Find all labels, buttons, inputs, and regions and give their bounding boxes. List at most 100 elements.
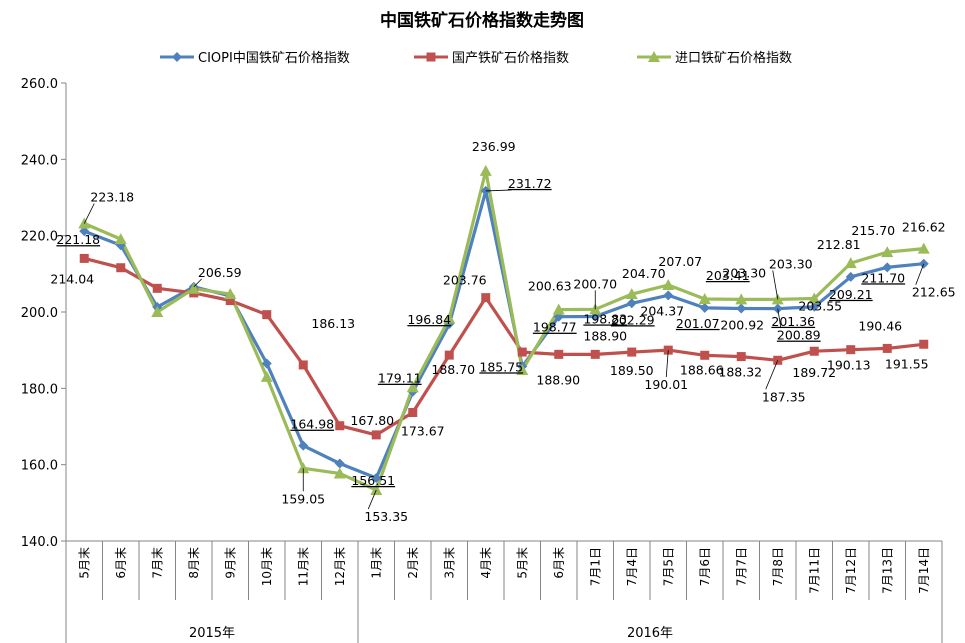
data-label: 159.05: [281, 491, 325, 506]
data-point: [152, 283, 162, 293]
x-tick-label: 7月14日: [917, 547, 931, 594]
x-tick-label: 7月5日: [661, 547, 675, 586]
x-tick-label: 1月末: [369, 547, 383, 579]
data-label: 204.37: [640, 303, 684, 318]
data-point: [552, 303, 565, 315]
data-label: 179.11: [378, 371, 422, 386]
x-tick-label: 10月末: [260, 547, 274, 586]
data-label: 164.98: [290, 417, 334, 432]
data-label: 201.07: [676, 316, 720, 331]
data-label: 196.84: [407, 312, 451, 327]
data-label: 206.59: [198, 265, 242, 280]
x-tick-label: 7月7日: [734, 547, 748, 586]
x-tick-label: 7月8日: [771, 547, 785, 586]
leader-line: [777, 308, 782, 328]
leader-line: [665, 350, 669, 378]
x-tick-label: 2月末: [406, 547, 420, 579]
data-label: 216.62: [902, 220, 946, 235]
data-point: [590, 349, 600, 359]
x-tick-label: 8月末: [187, 547, 201, 579]
legend-marker: [172, 52, 182, 62]
data-point: [151, 306, 164, 317]
data-label: 189.50: [610, 363, 654, 378]
data-label: 187.35: [762, 389, 806, 404]
data-point: [699, 302, 710, 313]
y-tick-label: 220.0: [21, 230, 58, 245]
data-point: [262, 310, 272, 320]
data-point: [370, 484, 383, 496]
series-layer: [78, 164, 930, 496]
y-tick-label: 240.0: [21, 153, 58, 168]
data-point: [736, 352, 746, 362]
x-tick-label: 7月13日: [880, 547, 894, 594]
data-point: [225, 296, 235, 306]
axes: 140.0 160.0 180.0 200.0 220.0 240.0 260.0 5月末 6月…: [21, 77, 943, 643]
data-label: 190.13: [827, 358, 871, 373]
data-point: [371, 430, 381, 440]
data-point: [735, 293, 748, 305]
leader-line: [765, 360, 779, 390]
x-tick-label: 5月末: [77, 547, 91, 579]
legend-marker: [648, 51, 660, 62]
data-point: [844, 257, 857, 269]
data-point: [443, 312, 456, 324]
y-tick-label: 160.0: [21, 459, 58, 474]
data-point: [917, 242, 930, 254]
data-point: [627, 347, 637, 357]
data-point: [698, 292, 711, 304]
data-point: [481, 293, 491, 303]
data-label: 221.18: [56, 232, 100, 247]
y-tick-label: 180.0: [21, 382, 58, 397]
data-label: 188.90: [583, 328, 627, 343]
x-tick-label: 7月6日: [698, 547, 712, 586]
x-tick-label: 6月末: [552, 547, 566, 579]
data-point: [408, 407, 418, 417]
x-group-label: 2015年: [189, 626, 235, 641]
legend-label: 进口铁矿石价格指数: [675, 50, 792, 66]
data-point: [625, 288, 638, 300]
data-label: 153.35: [364, 509, 408, 524]
data-label: 188.70: [431, 362, 475, 377]
data-label: 231.72: [508, 176, 552, 191]
data-label: 186.13: [311, 316, 355, 331]
legend: CIOPI中国铁矿石价格指数 国产铁矿石价格指数 进口铁矿石价格指数: [160, 50, 792, 66]
data-label: 200.63: [528, 279, 572, 294]
data-point: [736, 303, 747, 314]
data-point: [517, 347, 527, 357]
x-tick-label: 11月末: [296, 547, 310, 586]
data-label: 215.70: [851, 223, 895, 238]
data-point: [116, 263, 126, 273]
data-point: [298, 440, 309, 451]
data-label: 189.72: [792, 365, 836, 380]
data-point: [809, 346, 819, 356]
x-group-label: 2016年: [627, 626, 673, 641]
legend-label: CIOPI中国铁矿石价格指数: [198, 50, 350, 66]
data-label: 214.04: [50, 271, 94, 286]
data-point: [919, 339, 929, 349]
data-label: 203.30: [722, 265, 766, 280]
legend-marker: [426, 52, 436, 62]
legend-label: 国产铁矿石价格指数: [452, 50, 569, 66]
data-label: 156.51: [351, 473, 395, 488]
data-point: [444, 350, 454, 360]
data-point: [882, 262, 893, 273]
data-label: 185.75: [479, 359, 523, 374]
data-label: 198.83: [583, 311, 627, 326]
leader-line: [485, 189, 512, 192]
data-label: 203.30: [769, 256, 813, 271]
leader-line: [772, 270, 779, 300]
data-point: [333, 467, 346, 479]
data-label: 203.41: [706, 268, 750, 283]
data-point: [406, 381, 419, 393]
chart-title: 中国铁矿石价格指数走势图: [380, 10, 584, 31]
leader-line: [915, 263, 925, 285]
data-point: [663, 290, 674, 301]
data-point: [516, 364, 529, 376]
data-label: 190.46: [858, 318, 902, 333]
data-label: 212.81: [817, 237, 861, 252]
data-point: [479, 164, 492, 176]
data-point: [808, 292, 821, 304]
data-point: [297, 462, 310, 474]
data-label: 211.70: [861, 270, 905, 285]
x-tick-label: 6月末: [114, 547, 128, 579]
